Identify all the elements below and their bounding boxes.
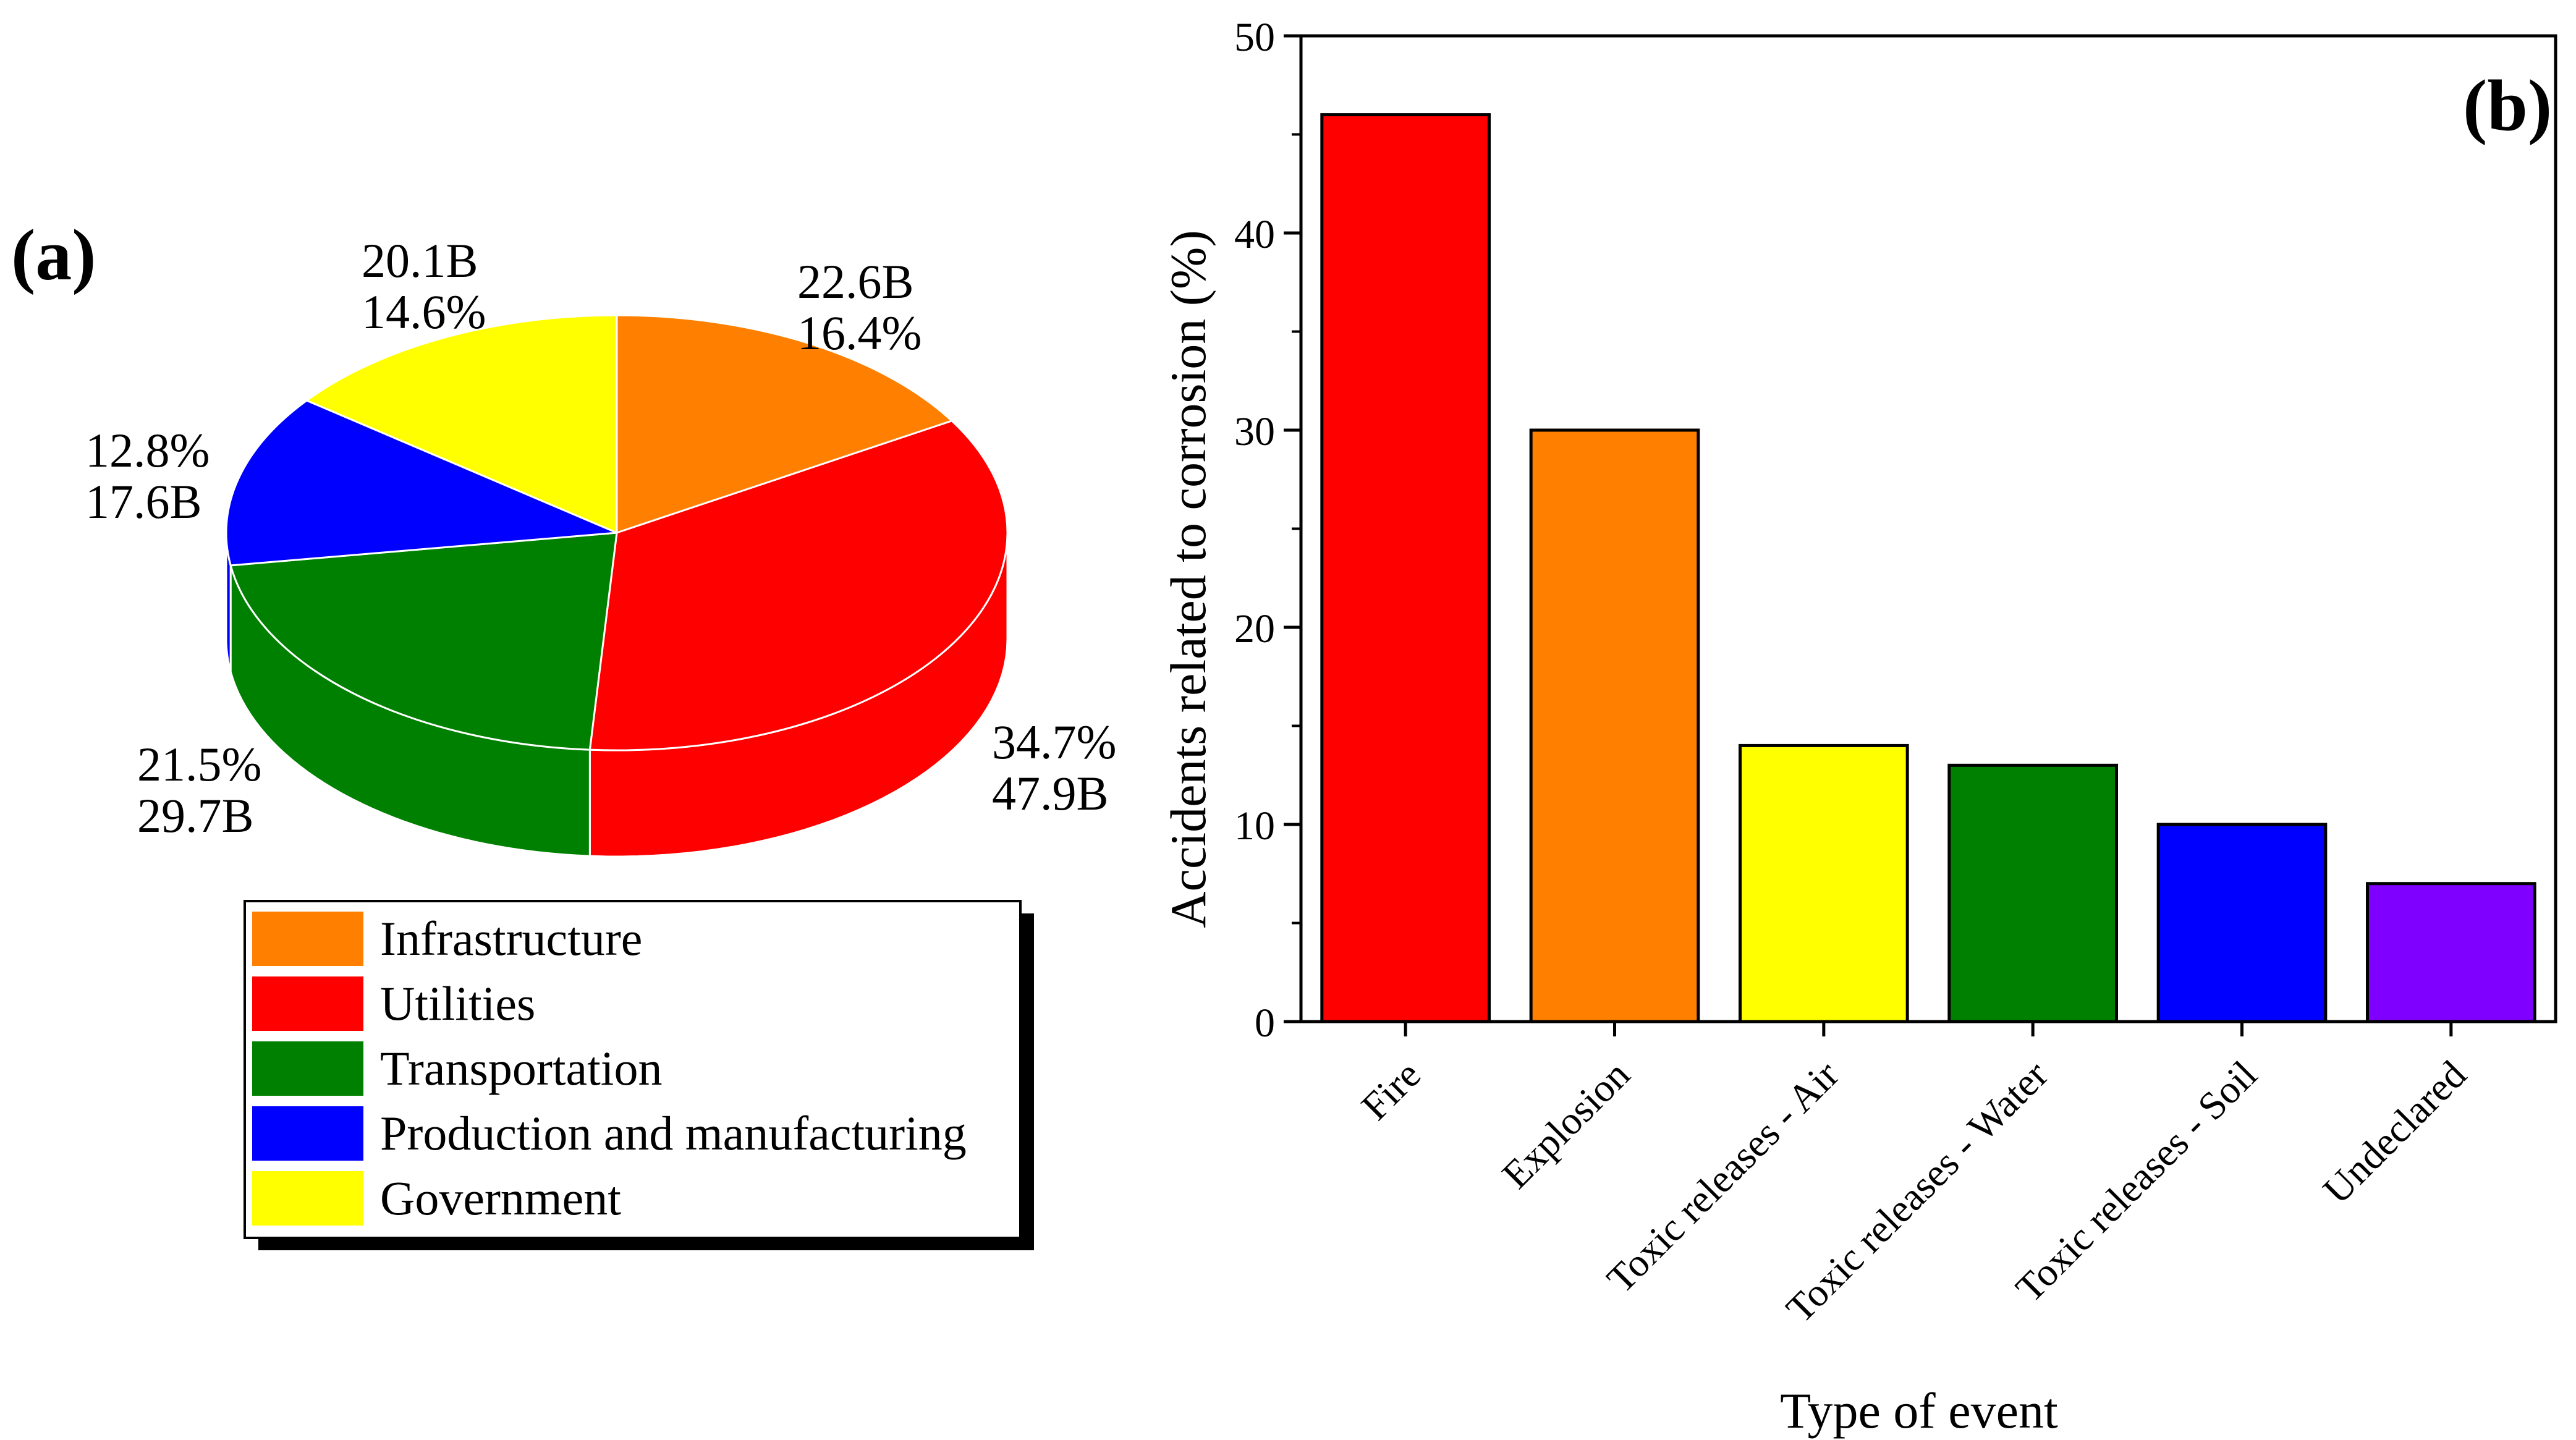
bars bbox=[1320, 113, 2536, 1023]
pie-label-government-value: 20.1B bbox=[362, 234, 478, 287]
y-tick-label-50: 50 bbox=[1234, 15, 1275, 60]
bar-panel-label: (b) bbox=[2463, 65, 2552, 146]
legend-label-utilities: Utilities bbox=[380, 976, 535, 1030]
legend-swatch-government bbox=[252, 1171, 363, 1226]
y-axis-title: Accidents related to corrosion (%) bbox=[1160, 230, 1216, 928]
pie-slice-utilities bbox=[588, 420, 1009, 752]
x-tick-label-fire: Fire bbox=[1353, 1052, 1429, 1129]
legend-swatch-utilities bbox=[252, 976, 363, 1031]
pie-panel-label: (a) bbox=[11, 214, 96, 295]
x-tick-label-toxic-releases-air: Toxic releases - Air bbox=[1598, 1052, 1847, 1302]
legend-swatch-transportation bbox=[252, 1041, 363, 1096]
legend-swatch-infrastructure bbox=[252, 912, 363, 966]
legend-label-infrastructure: Infrastructure bbox=[380, 912, 642, 965]
bar-fire bbox=[1320, 113, 1491, 1023]
bar-explosion bbox=[1529, 428, 1700, 1023]
bar-toxic-releases-air bbox=[1739, 743, 1909, 1023]
bar-undeclared bbox=[2366, 882, 2536, 1023]
y-tick-label-30: 30 bbox=[1234, 409, 1275, 454]
y-tick-label-20: 20 bbox=[1234, 606, 1275, 651]
pie-top-face bbox=[225, 314, 1009, 752]
x-tick-label-explosion: Explosion bbox=[1494, 1052, 1638, 1197]
y-tick-label-0: 0 bbox=[1255, 1001, 1275, 1046]
x-axis-title: Type of event bbox=[1780, 1383, 2058, 1439]
x-tick-label-undeclared: Undeclared bbox=[2315, 1052, 2475, 1213]
y-tick-label-10: 10 bbox=[1234, 803, 1275, 849]
pie-label-infrastructure-value: 22.6B bbox=[797, 255, 914, 308]
legend-label-production-and-manufacturing: Production and manufacturing bbox=[380, 1106, 967, 1160]
pie-slice-government bbox=[305, 314, 618, 535]
pie-label-production-and-manufacturing-percent: 12.8% bbox=[85, 423, 210, 477]
pie-label-utilities-value: 47.9B bbox=[992, 766, 1109, 820]
pie-label-utilities-percent: 34.7% bbox=[992, 715, 1116, 769]
pie-legend: Infrastructure Utilities Transportation Pro… bbox=[244, 900, 1034, 1250]
pie-label-government-percent: 14.6% bbox=[362, 285, 486, 339]
legend-label-transportation: Transportation bbox=[380, 1041, 662, 1095]
legend-swatch-production-and-manufacturing bbox=[252, 1106, 363, 1161]
y-tick-label-40: 40 bbox=[1234, 212, 1275, 257]
pie-slice-production-and-manufacturing bbox=[225, 399, 617, 567]
pie-slice-transportation bbox=[229, 532, 618, 751]
y-axis: 0 10 20 30 40 50 bbox=[1234, 15, 1301, 1046]
legend-label-government: Government bbox=[380, 1171, 621, 1225]
pie-label-transportation-percent: 21.5% bbox=[137, 737, 261, 791]
pie-chart-panel: (a) 22.6B16.4%34.7%47.9B21.5%29.7B12.8%1… bbox=[11, 214, 1116, 1250]
pie-label-infrastructure-percent: 16.4% bbox=[797, 306, 922, 360]
pie-slice-infrastructure bbox=[616, 314, 954, 535]
legend-box bbox=[244, 900, 1022, 1239]
bar-toxic-releases-water bbox=[1947, 763, 2118, 1023]
bar-toxic-releases-soil bbox=[2156, 823, 2328, 1023]
pie-label-production-and-manufacturing-value: 17.6B bbox=[85, 475, 202, 528]
pie-label-transportation-value: 29.7B bbox=[137, 789, 254, 842]
